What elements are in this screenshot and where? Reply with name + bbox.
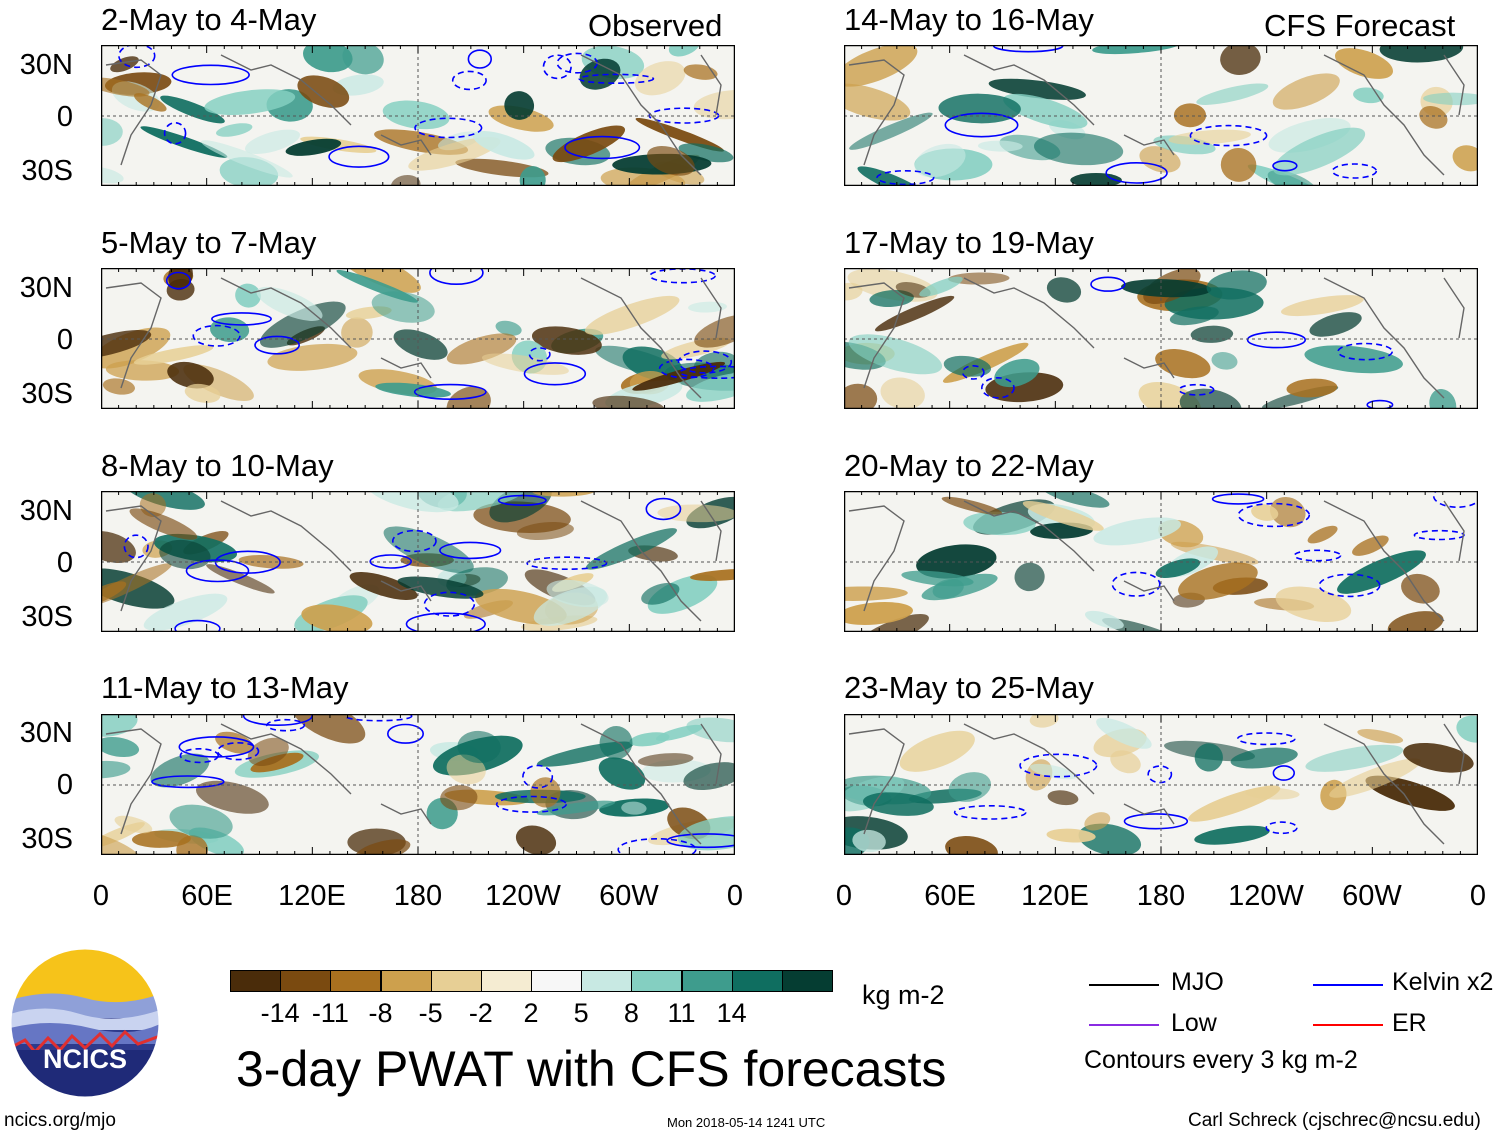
ncics-logo: NCICS [10, 948, 160, 1098]
colorbar-tick-label: 11 [667, 998, 696, 1028]
legend-low-label: Low [1171, 1009, 1217, 1037]
map-panel-right-3 [844, 491, 1478, 632]
logo-text: NCICS [42, 1044, 127, 1074]
footer-timestamp: Mon 2018-05-14 1241 UTC [667, 1115, 826, 1130]
lat-label-30n-2: 30N [19, 272, 73, 304]
legend-mjo-line [1089, 984, 1159, 986]
colorbar-swatch [681, 970, 733, 992]
legend-er-line [1313, 1024, 1383, 1026]
panel-title-right-1: 14-May to 16-May [844, 2, 1094, 37]
lon-label-right-120e: 120E [1021, 880, 1089, 912]
colorbar-swatch [480, 970, 532, 992]
lat-label-eq-4: 0 [56, 769, 73, 801]
panel-title-right-3: 20-May to 22-May [844, 448, 1094, 483]
lon-label-left-60w: 60W [599, 880, 659, 912]
legend-er-label: ER [1392, 1009, 1427, 1037]
lon-label-right-120w: 120W [1228, 880, 1304, 912]
lon-label-right-0: 0 [835, 880, 853, 912]
lon-label-right-60w: 60W [1342, 880, 1402, 912]
lat-label-30n-1: 30N [19, 49, 73, 81]
panel-title-right-4: 23-May to 25-May [844, 670, 1094, 705]
ncics-logo-icon [10, 948, 160, 1098]
panel-title-left-2: 5-May to 7-May [101, 225, 317, 260]
colorbar-tick-label: -14 [260, 998, 300, 1028]
panel-title-left-1: 2-May to 4-May [101, 2, 317, 37]
colorbar-tick-label: 2 [523, 998, 539, 1028]
lon-label-right-180: 180 [1136, 880, 1186, 912]
main-title: 3-day PWAT with CFS forecasts [236, 1041, 947, 1097]
lon-label-right-60e: 60E [924, 880, 976, 912]
colorbar-swatch [330, 970, 382, 992]
colorbar-tick-label: -11 [311, 998, 349, 1028]
colorbar-swatch [781, 970, 833, 992]
lon-label-left-180: 180 [393, 880, 443, 912]
lat-label-eq-1: 0 [56, 101, 73, 133]
panel-title-left-3: 8-May to 10-May [101, 448, 334, 483]
colorbar-swatch [631, 970, 683, 992]
colorbar-tick-label: -8 [368, 998, 393, 1028]
panel-title-right-2: 17-May to 19-May [844, 225, 1094, 260]
colorbar-swatch [430, 970, 482, 992]
colorbar-tick-label: 14 [716, 998, 747, 1028]
colorbar-swatch [380, 970, 432, 992]
panel-title-left-4: 11-May to 13-May [101, 670, 349, 705]
lon-label-left-360: 0 [726, 880, 744, 912]
map-panel-left-4 [101, 714, 735, 855]
lat-label-30s-1: 30S [21, 155, 73, 187]
map-panel-left-2 [101, 268, 735, 409]
map-panel-right-4 [844, 714, 1478, 855]
colorbar-units: kg m-2 [862, 980, 945, 1010]
colorbar-swatch [581, 970, 633, 992]
colorbar-tick-label: 5 [573, 998, 589, 1028]
lat-label-eq-3: 0 [56, 547, 73, 579]
colorbar-swatch [280, 970, 332, 992]
colorbar-swatch [230, 970, 282, 992]
observed-label: Observed [588, 8, 723, 43]
map-panel-right-1 [844, 45, 1478, 186]
lat-label-30n-4: 30N [19, 717, 73, 749]
lon-label-right-360: 0 [1469, 880, 1487, 912]
lat-label-30s-2: 30S [21, 378, 73, 410]
lon-label-left-0: 0 [92, 880, 110, 912]
map-panel-left-3 [101, 491, 735, 632]
lat-label-30s-3: 30S [21, 601, 73, 633]
lon-label-left-120w: 120W [485, 880, 561, 912]
lat-label-30n-3: 30N [19, 495, 73, 527]
legend-contour-note: Contours every 3 kg m-2 [1084, 1046, 1358, 1074]
colorbar-tick-label: -5 [418, 998, 443, 1028]
lat-label-eq-2: 0 [56, 324, 73, 356]
map-panel-right-2 [844, 268, 1478, 409]
forecast-label: CFS Forecast [1264, 8, 1456, 43]
colorbar-tick-label: -2 [468, 998, 493, 1028]
footer-site: ncics.org/mjo [4, 1110, 116, 1131]
legend-low-line [1089, 1024, 1159, 1026]
footer-author: Carl Schreck (cjschrec@ncsu.edu) [1188, 1110, 1481, 1131]
colorbar-tick-label: 8 [623, 998, 639, 1028]
map-panel-left-1 [101, 45, 735, 186]
colorbar-swatch [531, 970, 583, 992]
legend-mjo-label: MJO [1171, 968, 1224, 996]
lat-label-30s-4: 30S [21, 823, 73, 855]
lon-label-left-60e: 60E [181, 880, 233, 912]
legend-kelvin-label: Kelvin x2 [1392, 968, 1494, 996]
legend-kelvin-line [1313, 984, 1383, 986]
colorbar-swatch [731, 970, 783, 992]
lon-label-left-120e: 120E [278, 880, 346, 912]
